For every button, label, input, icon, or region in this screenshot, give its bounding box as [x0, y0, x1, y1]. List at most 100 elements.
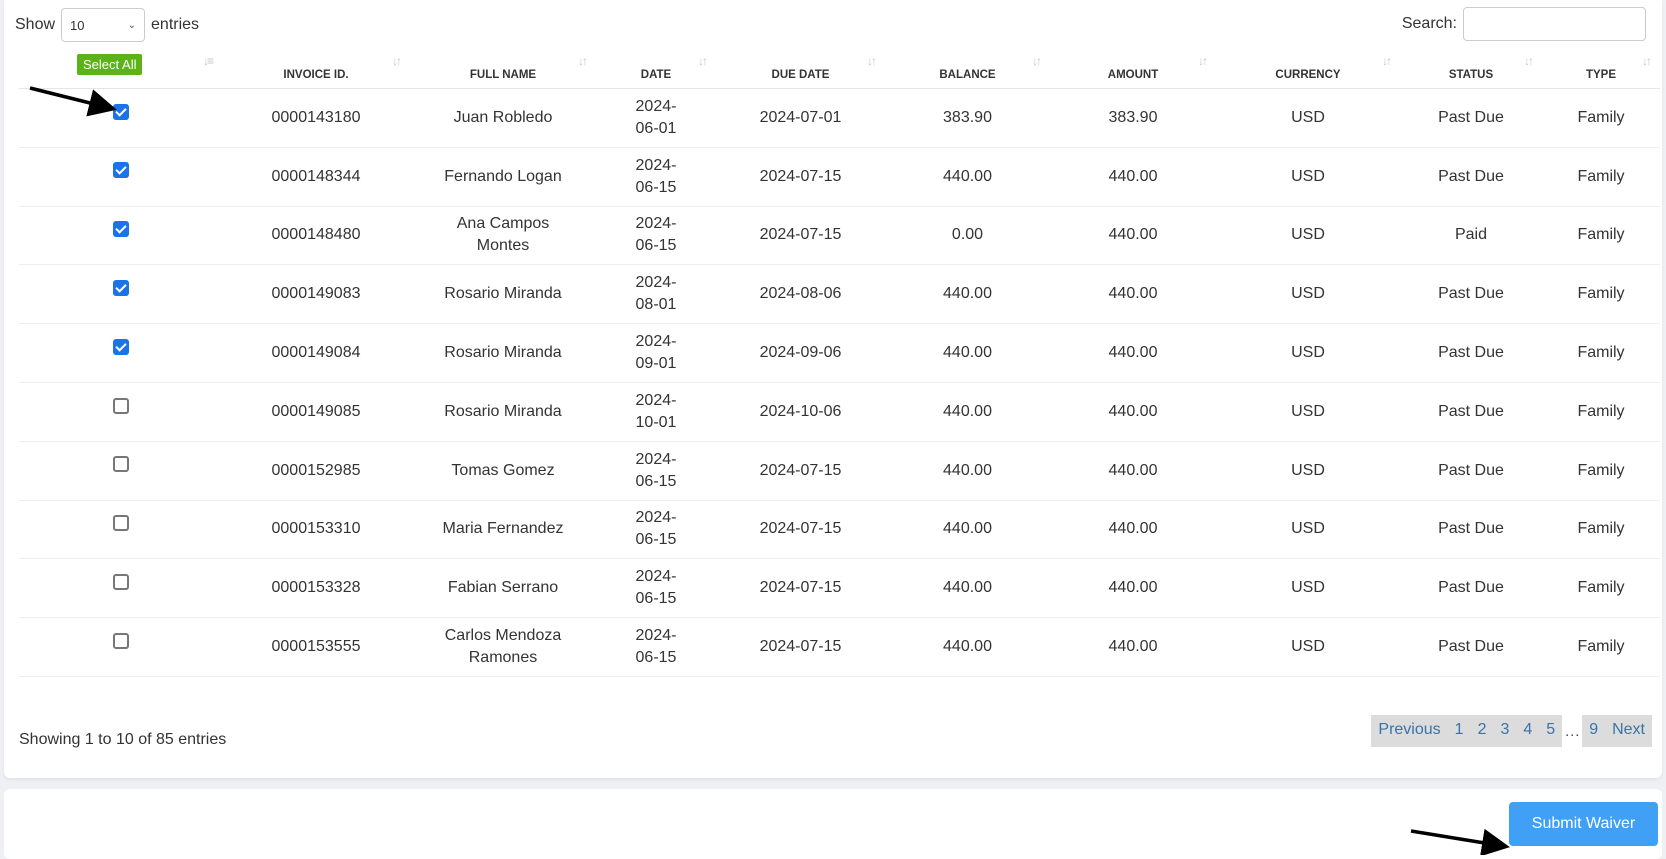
invoice-table-card: Show 10 ⌄ entries Search: Select All ↓≡ INV… [4, 0, 1662, 778]
submit-waiver-button[interactable]: Submit Waiver [1509, 802, 1658, 846]
row-checkbox[interactable] [112, 280, 129, 297]
column-header-amount[interactable]: AMOUNT ↓↑ [1050, 0, 1216, 89]
cell-status: Past Due [1438, 167, 1504, 185]
checkbox-cell [19, 571, 222, 593]
previous-button[interactable]: Previous [1371, 715, 1448, 747]
column-label: CURRENCY [1275, 69, 1341, 81]
cell-type: Family [1577, 167, 1625, 185]
row-checkbox[interactable] [112, 103, 129, 120]
sort-icon: ↓↑ [1198, 54, 1208, 68]
cell-full-name: Rosario Miranda [444, 402, 562, 420]
column-header-type[interactable]: TYPE ↓↑ [1542, 0, 1660, 89]
cell-due-date: 2024-07-01 [759, 108, 842, 126]
checkbox-cell [19, 395, 222, 417]
sort-icon: ↓↑ [1524, 54, 1534, 68]
column-label: DATE [640, 69, 672, 81]
cell-type: Family [1577, 579, 1625, 597]
page-1[interactable]: 1 [1447, 715, 1471, 747]
page-2[interactable]: 2 [1470, 715, 1494, 747]
row-checkbox[interactable] [112, 456, 129, 473]
cell-currency: USD [1291, 226, 1325, 244]
checkbox-cell [19, 630, 222, 652]
sort-asc-icon: ↓≡ [202, 54, 214, 68]
column-label: BALANCE [939, 69, 996, 81]
cell-type: Family [1577, 461, 1625, 479]
cell-status: Past Due [1438, 638, 1504, 656]
cell-balance: 440.00 [943, 461, 992, 479]
cell-date: 2024-08-01 [635, 274, 677, 314]
column-header-invoice-id[interactable]: INVOICE ID. ↓↑ [222, 0, 410, 89]
page-4[interactable]: 4 [1516, 715, 1540, 747]
cell-status: Paid [1454, 226, 1488, 244]
cell-invoice-id: 0000148480 [271, 226, 361, 244]
table-row: 0000148480 Ana Campos Montes 2024-06-15 202… [19, 207, 1660, 266]
cell-full-name: Maria Fernandez [442, 520, 564, 538]
table-row: 0000149083 Rosario Miranda 2024-08-01 2024-… [19, 265, 1660, 325]
cell-status: Past Due [1438, 344, 1504, 362]
column-label: FULL NAME [469, 69, 537, 81]
column-header-select[interactable]: Select All ↓≡ [19, 0, 222, 89]
checkbox-cell [19, 512, 222, 534]
table-header: Select All ↓≡ INVOICE ID. ↓↑ FULL NAME ↓↑ DATE… [19, 0, 1660, 89]
row-checkbox[interactable] [112, 397, 129, 414]
cell-currency: USD [1291, 167, 1325, 185]
table-row: 0000149085 Rosario Miranda 2024-10-01 2024-… [19, 383, 1660, 442]
cell-due-date: 2024-07-15 [759, 520, 842, 538]
column-label: STATUS [1448, 69, 1494, 81]
sort-icon: ↓↑ [698, 54, 708, 68]
page-3[interactable]: 3 [1493, 715, 1517, 747]
row-checkbox[interactable] [112, 574, 129, 591]
search-input[interactable] [1463, 7, 1646, 41]
cell-status: Past Due [1438, 579, 1504, 597]
cell-status: Past Due [1438, 461, 1504, 479]
cell-amount: 440.00 [1108, 520, 1158, 538]
cell-full-name: Fabian Serrano [447, 579, 559, 597]
entries-label: entries [151, 16, 200, 33]
column-header-full-name[interactable]: FULL NAME ↓↑ [410, 0, 596, 89]
cell-type: Family [1577, 285, 1625, 303]
cell-balance: 440.00 [943, 402, 992, 420]
cell-amount: 440.00 [1108, 167, 1158, 185]
column-header-currency[interactable]: CURRENCY ↓↑ [1216, 0, 1400, 89]
cell-balance: 383.90 [943, 108, 992, 126]
sort-icon: ↓↑ [578, 54, 588, 68]
cell-balance: 440.00 [943, 344, 992, 362]
cell-balance: 440.00 [943, 638, 992, 656]
checkbox-cell [19, 160, 222, 182]
table-row: 0000153310 Maria Fernandez 2024-06-15 2024-… [19, 501, 1660, 560]
search-label: Search: [1401, 15, 1457, 32]
cell-amount: 440.00 [1108, 579, 1158, 597]
table-row: 0000143180 Juan Robledo 2024-06-01 2024-07-… [19, 89, 1660, 148]
cell-balance: 440.00 [943, 520, 992, 538]
row-checkbox[interactable] [112, 632, 129, 649]
entries-select[interactable]: 10 ⌄ [61, 8, 146, 42]
checkbox-cell [19, 101, 222, 123]
cell-status: Past Due [1438, 285, 1504, 303]
ellipsis: … [1564, 723, 1581, 740]
row-checkbox[interactable] [112, 162, 129, 179]
cell-date: 2024-06-15 [635, 509, 677, 549]
cell-date: 2024-06-01 [635, 97, 677, 137]
cell-amount: 440.00 [1108, 638, 1158, 656]
page-9[interactable]: 9 [1582, 715, 1606, 747]
cell-currency: USD [1291, 344, 1325, 362]
table-row: 0000149084 Rosario Miranda 2024-09-01 2024-… [19, 324, 1660, 383]
cell-amount: 440.00 [1108, 226, 1158, 244]
column-header-date[interactable]: DATE ↓↑ [596, 0, 716, 89]
column-header-status[interactable]: STATUS ↓↑ [1400, 0, 1542, 89]
row-checkbox[interactable] [112, 338, 129, 355]
next-button[interactable]: Next [1605, 715, 1652, 747]
page-5[interactable]: 5 [1539, 715, 1563, 747]
cell-full-name: Juan Robledo [453, 108, 553, 126]
row-checkbox[interactable] [112, 221, 129, 238]
cell-currency: USD [1291, 108, 1325, 126]
cell-currency: USD [1291, 461, 1325, 479]
cell-due-date: 2024-07-15 [759, 167, 842, 185]
select-all-button[interactable]: Select All [77, 54, 143, 75]
column-header-balance[interactable]: BALANCE ↓↑ [885, 0, 1050, 89]
row-checkbox[interactable] [112, 515, 129, 532]
cell-currency: USD [1291, 579, 1325, 597]
column-header-due-date[interactable]: DUE DATE ↓↑ [716, 0, 885, 89]
cell-full-name: Rosario Miranda [444, 344, 562, 362]
cell-status: Past Due [1438, 402, 1504, 420]
